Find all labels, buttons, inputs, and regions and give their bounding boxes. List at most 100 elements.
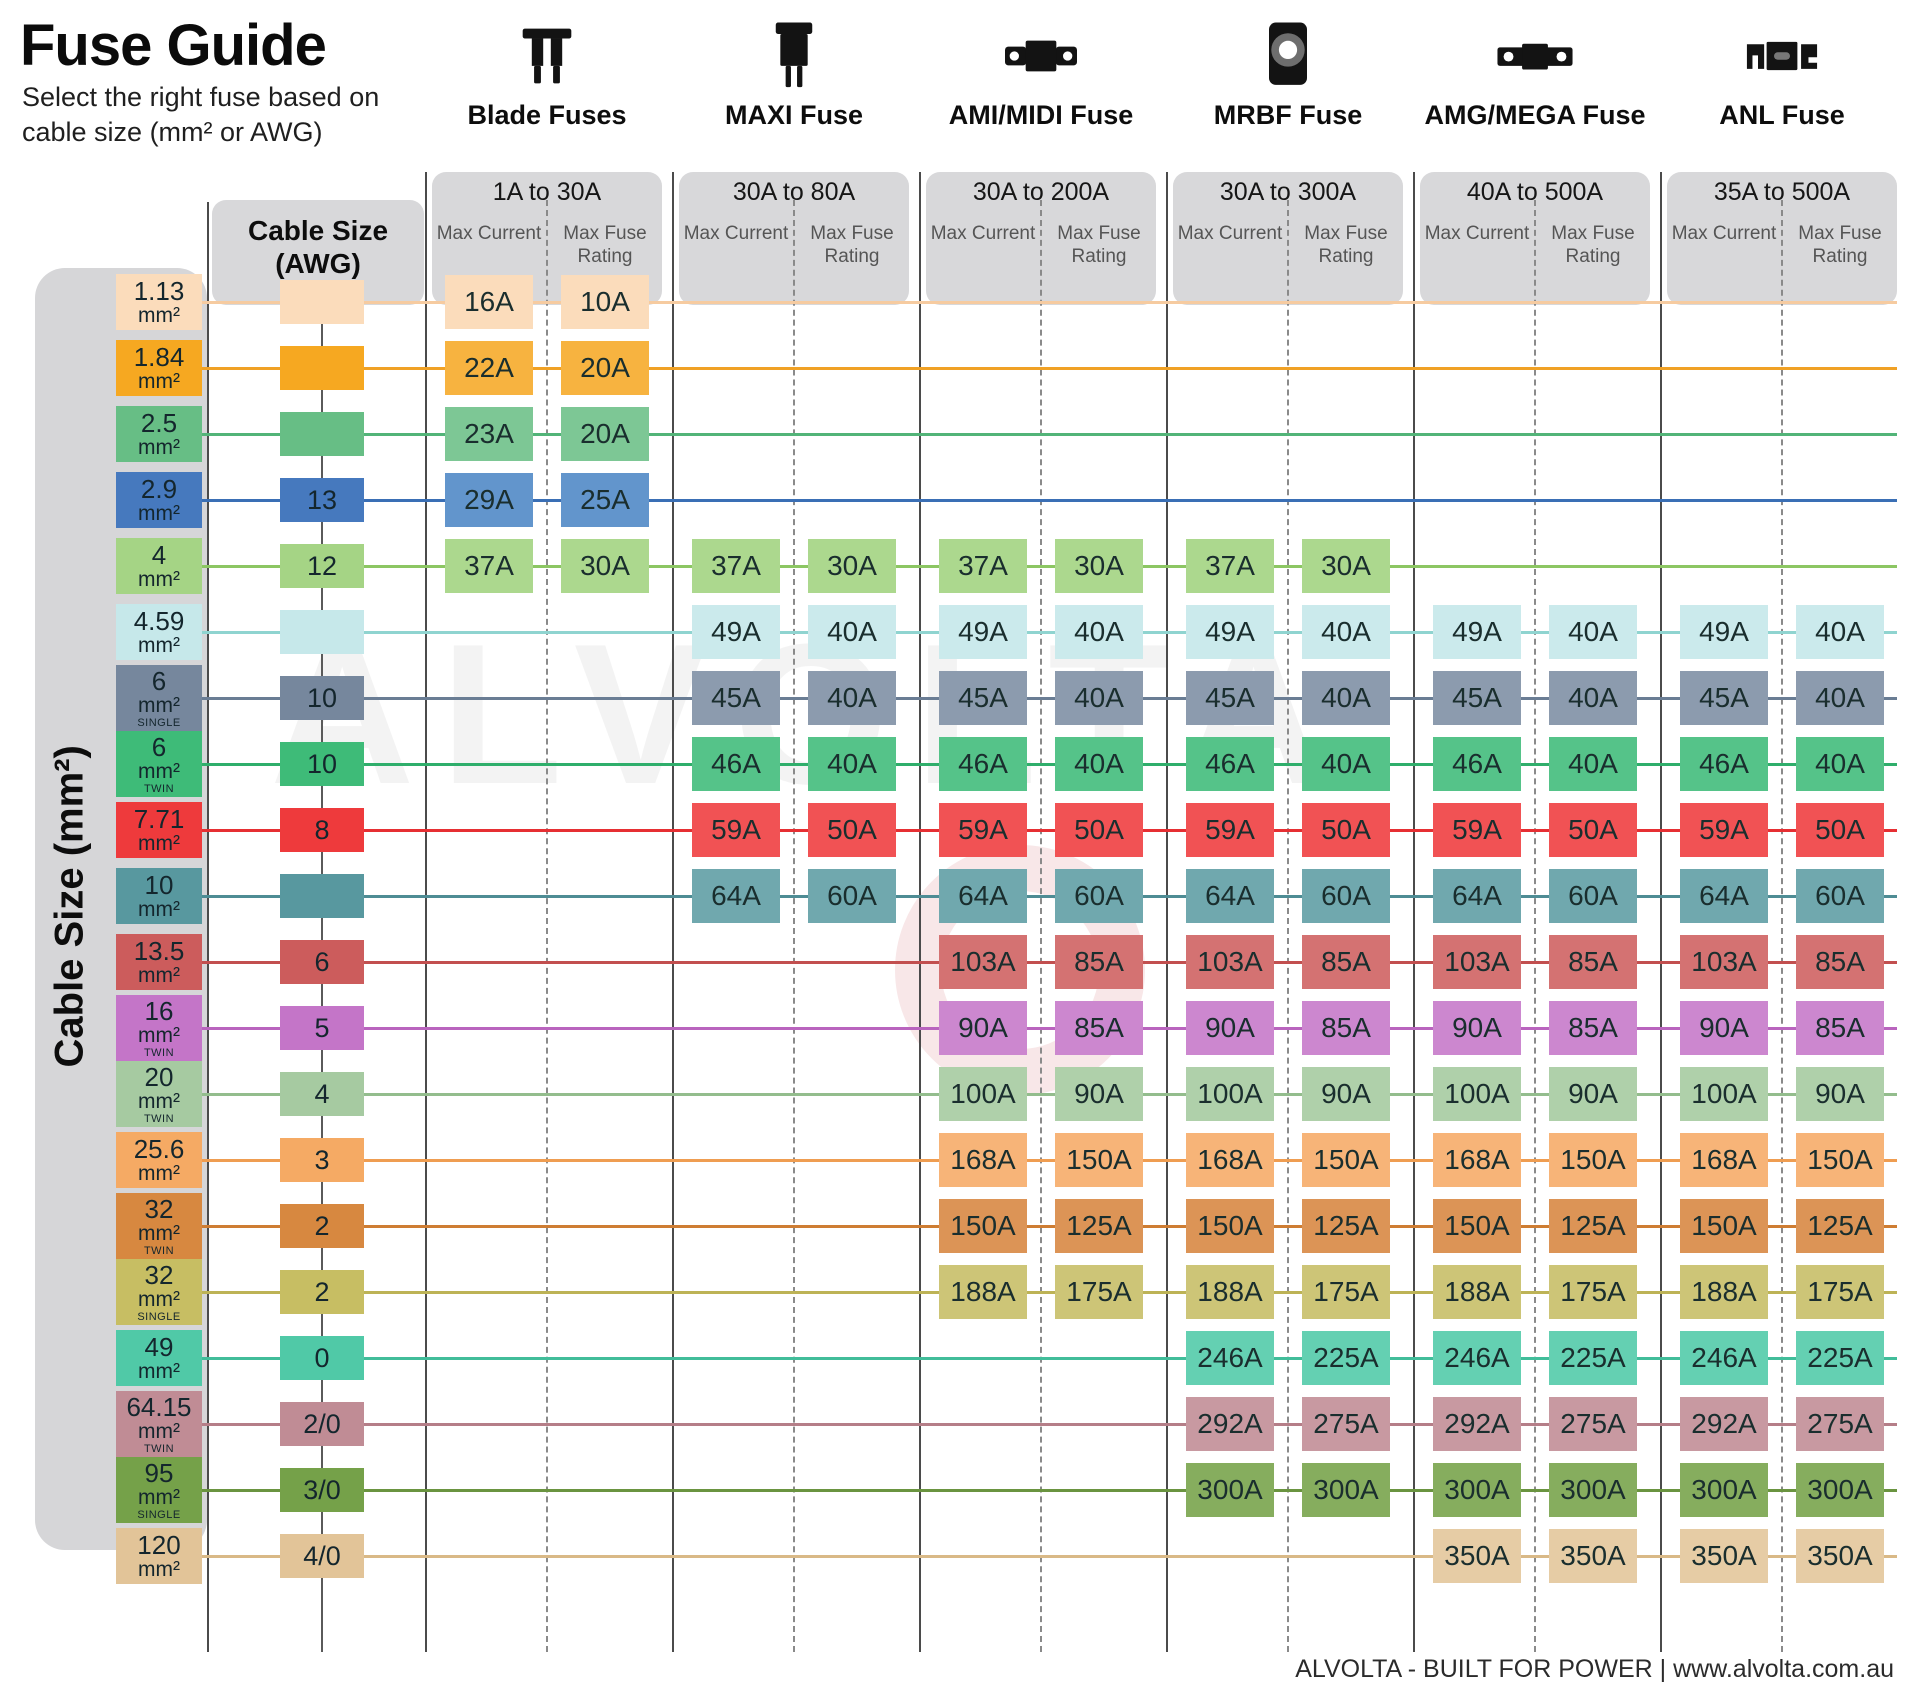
max-fuse-rating-cell: 175A [1302,1265,1390,1319]
awg-size-value: 12 [306,550,338,581]
cable-size-chip: 32 mm² TWIN [116,1193,202,1259]
row-connector-line [200,630,1897,634]
max-current-cell: 168A [1186,1133,1274,1187]
awg-size-chip: 2 [280,1204,364,1248]
max-current-header: Max Current [1671,223,1777,244]
max-fuse-rating-cell: 40A [1796,737,1884,791]
awg-size-chip: 0 [280,1336,364,1380]
awg-size-value: 2 [314,1276,330,1307]
max-current-cell: 292A [1680,1397,1768,1451]
cable-size-value: 13.5 [133,936,185,966]
awg-size-chip [280,874,364,918]
fuse-type-name: MAXI Fuse [724,100,864,130]
cable-size-mm2-axis-label: Cable Size (mm²) [47,745,92,1068]
max-fuse-rating-cell: 90A [1055,1067,1143,1121]
max-current-cell: 49A [1680,605,1768,659]
max-fuse-rating-cell: 25A [561,473,649,527]
row-connector-line [200,828,1897,832]
maxi-fuse-icon [754,18,834,94]
subcolumn-divider-line [793,200,795,1652]
max-current-cell: 64A [1433,869,1521,923]
cable-size-unit: mm² [138,1419,180,1443]
fuse-range-label: 30A to 80A [732,178,856,206]
cable-size-unit: mm² [138,1485,180,1509]
max-current-cell: 100A [939,1067,1027,1121]
max-current-cell: 188A [1433,1265,1521,1319]
max-fuse-rating-cell: 225A [1796,1331,1884,1385]
row-connector-line [200,1290,1897,1294]
subcolumn-divider-line [1534,200,1536,1652]
awg-size-chip: 5 [280,1006,364,1050]
page-title: Fuse Guide [20,13,327,78]
max-current-cell: 103A [939,935,1027,989]
max-current-header: Max Current [1424,223,1530,244]
max-current-cell: 100A [1433,1067,1521,1121]
max-fuse-rating-cell: 275A [1549,1397,1637,1451]
max-fuse-rating-cell: 85A [1796,1001,1884,1055]
max-fuse-rating-header: Max Fuse Rating [1057,223,1141,267]
max-fuse-rating-cell: 30A [1055,539,1143,593]
max-fuse-rating-cell: 125A [1055,1199,1143,1253]
max-fuse-rating-cell: 125A [1302,1199,1390,1253]
awg-size-chip: 2/0 [280,1402,364,1446]
cable-size-chip: 10 mm² [116,868,202,924]
max-current-cell: 168A [1680,1133,1768,1187]
cable-size-unit: mm² [138,1162,180,1185]
cable-variant-label: SINGLE [137,716,181,729]
max-current-cell: 37A [445,539,533,593]
cable-size-unit: mm² [138,964,180,987]
max-current-cell: 46A [692,737,780,791]
max-current-cell: 59A [939,803,1027,857]
max-fuse-rating-cell: 30A [808,539,896,593]
max-fuse-rating-cell: 85A [1796,935,1884,989]
cable-variant-label: SINGLE [137,1508,181,1521]
max-fuse-rating-cell: 150A [1796,1133,1884,1187]
cable-size-chip: 49 mm² [116,1330,202,1386]
cable-size-unit: mm² [138,370,180,393]
max-current-cell: 22A [445,341,533,395]
cable-size-chip: 1.84 mm² [116,340,202,396]
awg-size-chip: 4 [280,1072,364,1116]
cable-size-value: 4 [151,540,167,570]
max-current-cell: 23A [445,407,533,461]
max-fuse-rating-cell: 40A [1302,605,1390,659]
max-fuse-rating-cell: 50A [1549,803,1637,857]
row-connector-line [200,1224,1897,1228]
max-fuse-rating-cell: 40A [808,737,896,791]
max-current-cell: 350A [1433,1529,1521,1583]
awg-size-chip [280,346,364,390]
cable-variant-label: SINGLE [137,1310,181,1323]
max-fuse-rating-cell: 60A [1055,869,1143,923]
cable-size-unit: mm² [138,832,180,855]
subcolumn-divider-line [546,200,548,1652]
max-current-cell: 46A [1186,737,1274,791]
max-fuse-rating-cell: 175A [1055,1265,1143,1319]
max-current-header: Max Current [930,223,1036,244]
awg-size-chip: 3/0 [280,1468,364,1512]
max-fuse-rating-cell: 40A [1796,671,1884,725]
cable-size-unit: mm² [138,502,180,525]
footer-credit: ALVOLTA - BUILT FOR POWER | www.alvolta.… [1295,1655,1894,1683]
max-fuse-rating-cell: 60A [1549,869,1637,923]
max-current-cell: 300A [1186,1463,1274,1517]
max-fuse-rating-cell: 40A [1549,737,1637,791]
blade-fuse-icon [507,18,587,94]
cable-size-chip: 64.15 mm² TWIN [116,1391,202,1457]
cable-size-unit: mm² [138,759,180,783]
cable-size-chip: 120 mm² [116,1528,202,1584]
awg-size-chip [280,610,364,654]
max-current-cell: 168A [1433,1133,1521,1187]
awg-size-chip: 8 [280,808,364,852]
awg-size-value: 6 [314,946,330,977]
max-fuse-rating-cell: 150A [1055,1133,1143,1187]
awg-size-value: 3 [314,1144,330,1175]
max-fuse-rating-cell: 40A [1302,671,1390,725]
max-fuse-rating-cell: 85A [1549,935,1637,989]
cable-size-value: 16 [144,995,174,1026]
awg-size-chip [280,412,364,456]
max-current-cell: 100A [1186,1067,1274,1121]
max-current-cell: 168A [939,1133,1027,1187]
cable-size-chip: 95 mm² SINGLE [116,1457,202,1523]
max-fuse-rating-cell: 40A [1302,737,1390,791]
